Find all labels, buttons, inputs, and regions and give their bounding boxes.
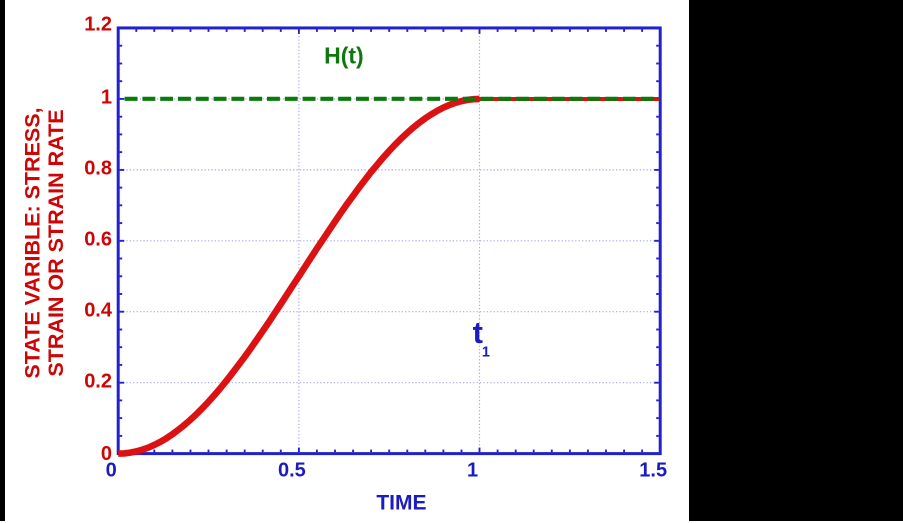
svg-text:TIME: TIME <box>376 492 426 515</box>
svg-text:1.2: 1.2 <box>84 13 112 35</box>
svg-text:0: 0 <box>101 443 112 465</box>
svg-text:1: 1 <box>467 460 478 482</box>
svg-text:STATE VARIBLE: STRESS,: STATE VARIBLE: STRESS, <box>21 107 45 378</box>
svg-text:H(t): H(t) <box>324 43 364 69</box>
svg-text:t: t <box>473 315 483 350</box>
svg-text:0: 0 <box>106 460 117 482</box>
svg-text:0.5: 0.5 <box>278 460 306 482</box>
svg-text:1: 1 <box>482 344 490 360</box>
svg-text:0.4: 0.4 <box>84 300 113 322</box>
svg-text:0.8: 0.8 <box>84 158 112 180</box>
svg-text:0.2: 0.2 <box>84 371 112 393</box>
svg-text:0.6: 0.6 <box>84 229 112 251</box>
svg-text:1.5: 1.5 <box>639 460 667 482</box>
svg-text:1: 1 <box>101 87 112 109</box>
svg-text:STRAIN OR STRAIN RATE: STRAIN OR STRAIN RATE <box>44 109 68 376</box>
